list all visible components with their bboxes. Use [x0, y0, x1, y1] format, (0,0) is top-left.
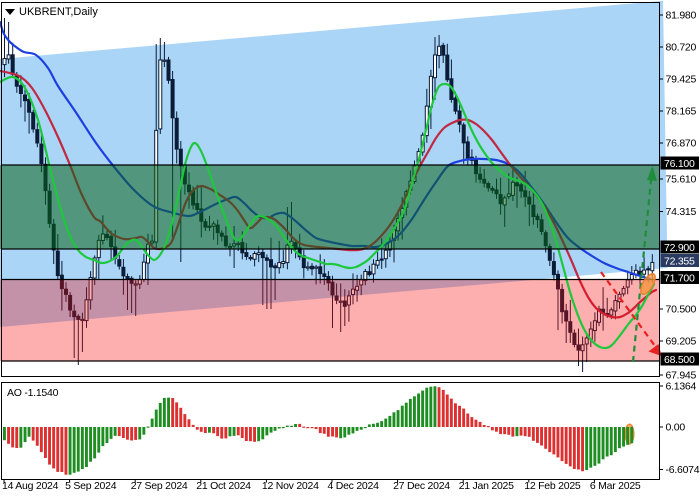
svg-text:4 Dec 2024: 4 Dec 2024 [328, 480, 380, 492]
svg-text:12 Nov 2024: 12 Nov 2024 [262, 480, 319, 492]
svg-text:12 Feb 2025: 12 Feb 2025 [524, 480, 581, 492]
svg-text:6 Mar 2025: 6 Mar 2025 [590, 480, 641, 492]
svg-text:79.425: 79.425 [666, 74, 697, 86]
svg-text:-6.6074: -6.6074 [666, 464, 700, 476]
svg-text:27 Dec 2024: 27 Dec 2024 [393, 480, 450, 492]
svg-text:69.205: 69.205 [666, 336, 697, 348]
svg-text:0.00: 0.00 [666, 422, 686, 434]
svg-text:76.100: 76.100 [664, 158, 695, 170]
svg-text:72.355: 72.355 [664, 256, 695, 268]
svg-text:81.980: 81.980 [666, 10, 697, 22]
svg-text:27 Sep 2024: 27 Sep 2024 [131, 480, 188, 492]
svg-text:70.500: 70.500 [666, 304, 697, 316]
svg-text:75.610: 75.610 [666, 174, 697, 186]
svg-text:21 Oct 2024: 21 Oct 2024 [196, 480, 251, 492]
svg-text:21 Jan 2025: 21 Jan 2025 [459, 480, 514, 492]
svg-text:UKBRENT,Daily: UKBRENT,Daily [19, 6, 98, 18]
svg-text:14 Aug 2024: 14 Aug 2024 [2, 480, 59, 492]
svg-text:74.315: 74.315 [666, 206, 697, 218]
svg-text:76.870: 76.870 [666, 138, 697, 150]
svg-text:67.945: 67.945 [666, 370, 697, 382]
svg-text:AO -1.1540: AO -1.1540 [7, 387, 59, 399]
svg-text:5 Sep 2024: 5 Sep 2024 [65, 480, 117, 492]
svg-text:78.165: 78.165 [666, 106, 697, 118]
svg-text:68.500: 68.500 [664, 354, 695, 366]
svg-text:6.1364: 6.1364 [666, 381, 697, 393]
svg-text:80.720: 80.720 [666, 42, 697, 54]
svg-text:72.900: 72.900 [664, 242, 695, 254]
svg-text:71.700: 71.700 [664, 273, 695, 285]
